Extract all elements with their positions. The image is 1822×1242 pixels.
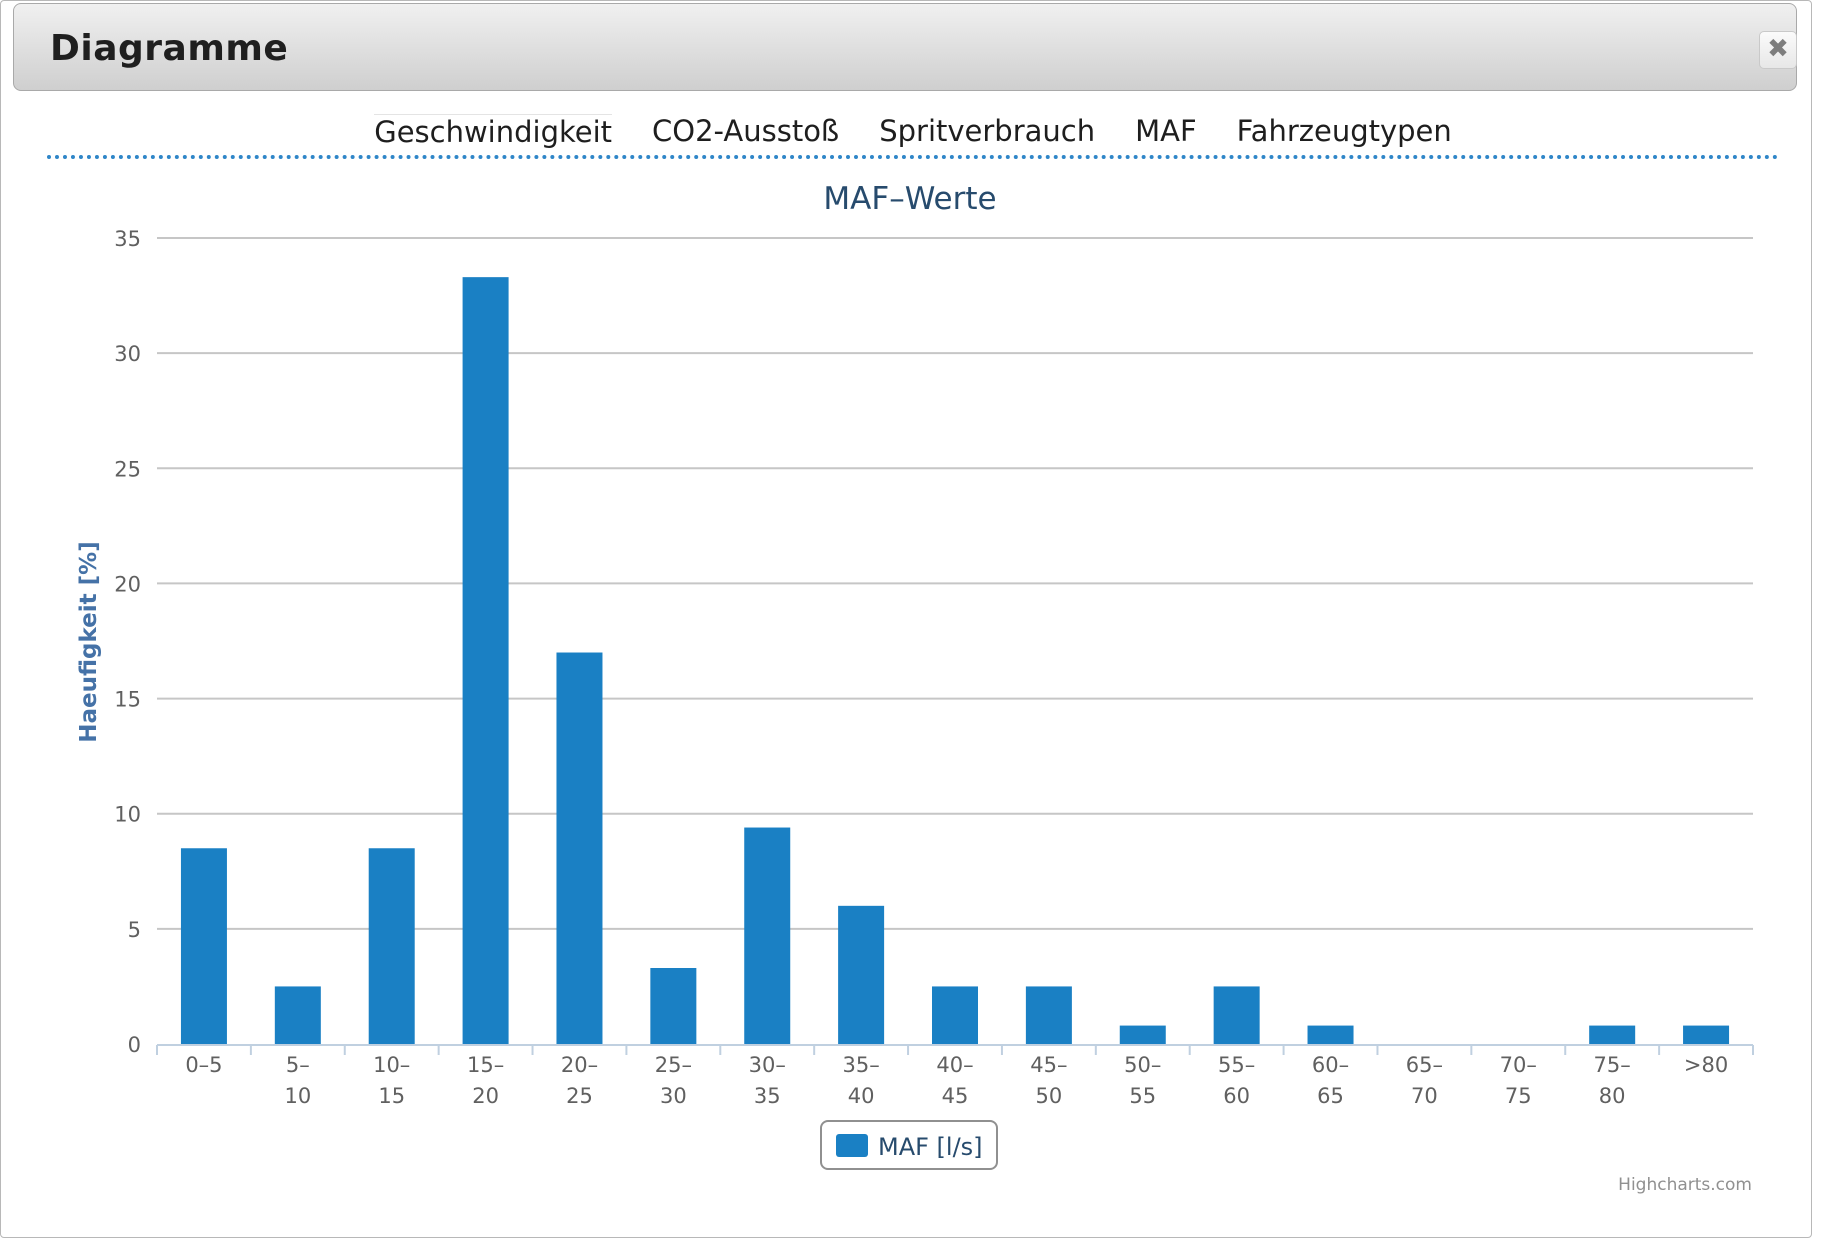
bar[interactable] — [650, 968, 697, 1044]
y-tick-label: 20 — [114, 572, 141, 596]
x-tick-label: 60– — [1312, 1053, 1349, 1077]
dialog-title: Diagramme — [50, 28, 289, 69]
close-icon: ✖ — [1767, 34, 1789, 64]
chart-tabs: Geschwindigkeit CO2-Ausstoß Spritverbrau… — [47, 111, 1779, 159]
x-tick-label: 50 — [1036, 1084, 1063, 1108]
x-tick-label: 45 — [942, 1084, 969, 1108]
y-tick-label: 15 — [114, 688, 141, 712]
bar[interactable] — [462, 277, 509, 1044]
x-tick-label: 60 — [1223, 1084, 1250, 1108]
bar[interactable] — [1307, 1025, 1354, 1044]
y-tick-label: 35 — [114, 227, 141, 251]
bar[interactable] — [1025, 986, 1072, 1044]
x-tick-label: 25– — [655, 1053, 692, 1077]
x-tick-label: 20– — [561, 1053, 598, 1077]
y-tick-label: 5 — [128, 918, 141, 942]
tab-geschwindigkeit[interactable]: Geschwindigkeit — [374, 113, 613, 153]
bar[interactable] — [274, 986, 321, 1044]
bar[interactable] — [1213, 986, 1260, 1044]
x-tick-label: 40 — [848, 1084, 875, 1108]
bar[interactable] — [368, 848, 415, 1044]
x-tick-label: 25 — [566, 1084, 593, 1108]
x-tick-label: 30– — [749, 1053, 786, 1077]
bar[interactable] — [1589, 1025, 1636, 1044]
x-tick-label: 80 — [1599, 1084, 1626, 1108]
y-axis: 0 5 10 15 20 25 30 35 — [114, 227, 141, 1057]
bar[interactable] — [556, 652, 603, 1044]
y-tick-label: 30 — [114, 342, 141, 366]
x-tick-label: 75 — [1505, 1084, 1532, 1108]
x-tick-label: 35 — [754, 1084, 781, 1108]
tab-co2-ausstoss[interactable]: CO2-Ausstoß — [652, 114, 840, 148]
x-tick-label: 70– — [1500, 1053, 1537, 1077]
bar[interactable] — [180, 848, 227, 1044]
y-tick-label: 0 — [128, 1033, 141, 1057]
chart-legend[interactable]: MAF [l/s] — [820, 1120, 998, 1170]
x-tick-label: 10 — [284, 1084, 311, 1108]
x-tick-label: 40– — [936, 1053, 973, 1077]
y-axis-title: Haeufigkeit [%] — [76, 541, 102, 743]
x-tick-label: 75– — [1594, 1053, 1631, 1077]
legend-swatch — [836, 1134, 868, 1157]
legend-label: MAF [l/s] — [878, 1133, 983, 1161]
x-tick-label: 20 — [472, 1084, 499, 1108]
x-tick-label: 35– — [843, 1053, 880, 1077]
x-tick-label: 55– — [1218, 1053, 1255, 1077]
tab-spritverbrauch[interactable]: Spritverbrauch — [879, 114, 1096, 148]
x-tick-label: 70 — [1411, 1084, 1438, 1108]
x-tick-label: 45– — [1030, 1053, 1067, 1077]
tab-maf[interactable]: MAF — [1135, 114, 1197, 148]
tab-fahrzeugtypen[interactable]: Fahrzeugtypen — [1236, 114, 1452, 148]
dialog-titlebar[interactable]: Diagramme — [13, 3, 1797, 91]
bar[interactable] — [931, 986, 979, 1044]
x-tick-label: 0–5 — [185, 1053, 222, 1077]
x-tick-label: 50– — [1124, 1053, 1161, 1077]
bar[interactable] — [744, 827, 791, 1044]
x-tick-label: 30 — [660, 1084, 687, 1108]
x-tick-label: 55 — [1129, 1084, 1156, 1108]
bar[interactable] — [838, 905, 885, 1044]
x-tick-label: >80 — [1684, 1053, 1728, 1077]
x-tick-label: 10– — [373, 1053, 410, 1077]
close-button[interactable]: ✖ — [1759, 31, 1797, 69]
x-tick-label: 65 — [1317, 1084, 1344, 1108]
x-tick-label: 15 — [378, 1084, 405, 1108]
y-tick-label: 10 — [114, 803, 141, 827]
x-tick-label: 65– — [1406, 1053, 1443, 1077]
x-tick-label: 5– — [286, 1053, 310, 1077]
x-axis: 0–5 5– 10 10– 15 15– 20 20– 25 25– 30 30– 35 35– 40 40–… — [156, 1044, 1754, 1108]
chart-credits[interactable]: Highcharts.com — [1618, 1175, 1752, 1195]
bar[interactable] — [1119, 1025, 1166, 1044]
chart-gridlines — [157, 237, 1753, 930]
y-tick-label: 25 — [114, 457, 141, 481]
chart-bars — [180, 277, 1730, 1044]
bar[interactable] — [1683, 1025, 1730, 1044]
x-tick-label: 15– — [467, 1053, 504, 1077]
chart-title: MAF–Werte — [823, 181, 996, 217]
